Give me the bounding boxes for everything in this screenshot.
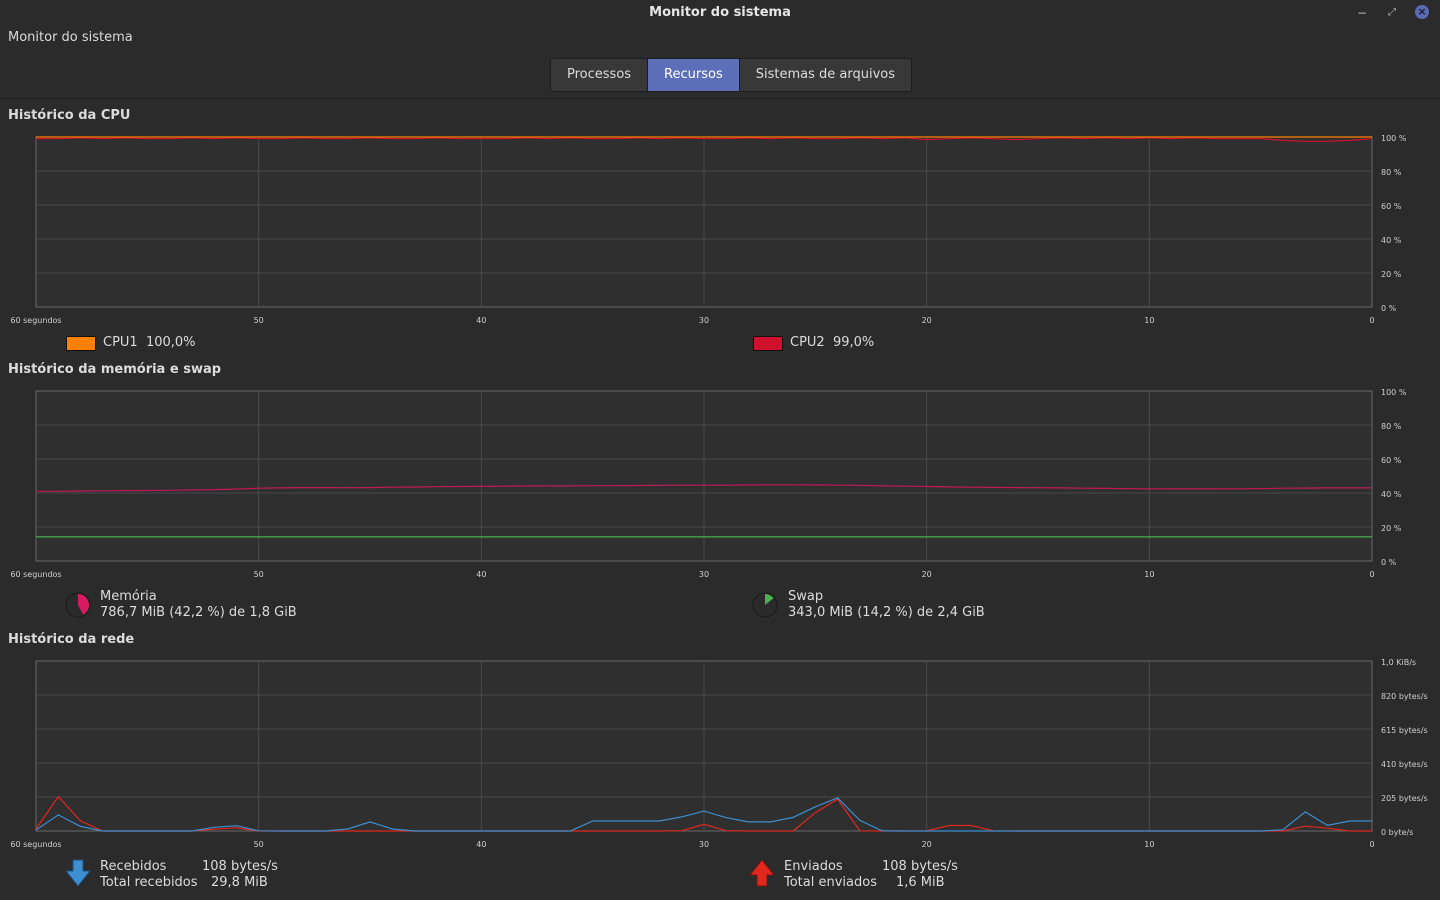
swap-label: Swap [788, 589, 824, 604]
upload-arrow-icon[interactable] [749, 859, 775, 887]
memory-y-tick-label: 80 % [1381, 422, 1402, 431]
network-x-tick-label: 50 [254, 840, 264, 849]
received-rate: 108 bytes/s [202, 859, 278, 874]
cpu-history-graph: 100 % 80 % 60 % 40 % 20 % 0 % 60 segundos 50 40 3… [10, 134, 1407, 325]
memory-y-tick-label: 20 % [1381, 524, 1402, 533]
title-bar: Monitor do sistema − ⤢ × [0, 0, 1440, 26]
memory-y-tick-label: 100 % [1381, 388, 1407, 397]
memory-y-tick-label: 60 % [1381, 456, 1402, 465]
network-y-tick-label: 410 bytes/s [1381, 760, 1428, 769]
cpu-x-tick-label: 0 [1369, 316, 1374, 325]
network-y-tick-label: 820 bytes/s [1381, 692, 1428, 701]
close-button[interactable]: × [1415, 5, 1429, 19]
cpu2-color-swatch[interactable] [753, 336, 783, 351]
minimize-button[interactable]: − [1356, 6, 1368, 20]
network-y-tick-label: 1,0 KiB/s [1381, 658, 1416, 667]
sent-rate: 108 bytes/s [882, 859, 958, 874]
cpu2-label: CPU2 [790, 335, 825, 350]
memory-label: Memória [100, 589, 157, 604]
total-sent: 1,6 MiB [896, 875, 945, 890]
memory-x-tick-label: 30 [699, 570, 709, 579]
cpu-x-tick-label: 40 [476, 316, 486, 325]
memory-x-tick-label: 50 [254, 570, 264, 579]
swap-pie-icon[interactable] [751, 591, 779, 619]
cpu-y-tick-label: 40 % [1381, 236, 1402, 245]
total-received: 29,8 MiB [211, 875, 268, 890]
divider [0, 98, 1440, 99]
memory-x-tick-label: 40 [476, 570, 486, 579]
memory-value: 786,7 MiB (42,2 %) de 1,8 GiB [100, 605, 297, 620]
maximize-button[interactable]: ⤢ [1388, 7, 1396, 18]
memory-pie-slice [78, 594, 90, 615]
memory-x-tick-label: 20 [922, 570, 932, 579]
cpu1-color-swatch[interactable] [66, 336, 96, 351]
swap-value: 343,0 MiB (14,2 %) de 2,4 GiB [788, 605, 985, 620]
received-label: Recebidos [100, 859, 167, 874]
cpu-section-title: Histórico da CPU [8, 108, 131, 123]
cpu-y-tick-label: 0 % [1381, 304, 1397, 313]
total-received-label: Total recebidos [100, 875, 198, 890]
total-sent-label: Total enviados [784, 875, 877, 890]
cpu2-series-line [36, 137, 1373, 142]
cpu-x-tick-label: 60 segundos [10, 316, 61, 325]
network-y-tick-label: 0 byte/s [1381, 828, 1413, 837]
memory-x-tick-label: 0 [1369, 570, 1374, 579]
network-x-tick-label: 40 [476, 840, 486, 849]
network-section-title: Histórico da rede [8, 632, 135, 647]
window-title: Monitor do sistema [649, 5, 791, 20]
tab-recursos[interactable]: Recursos [648, 59, 740, 91]
memory-y-tick-label: 0 % [1381, 558, 1397, 567]
network-y-tick-label: 205 bytes/s [1381, 794, 1428, 803]
cpu-y-tick-label: 80 % [1381, 168, 1402, 177]
memory-section-title: Histórico da memória e swap [8, 362, 222, 377]
cpu2-value: 99,0% [832, 335, 875, 350]
app-subtitle: Monitor do sistema [8, 30, 133, 45]
tab-processos[interactable]: Processos [551, 59, 649, 91]
cpu-x-tick-label: 10 [1144, 316, 1154, 325]
sent-label: Enviados [784, 859, 843, 874]
network-y-tick-label: 615 bytes/s [1381, 726, 1428, 735]
memory-y-tick-label: 40 % [1381, 490, 1402, 499]
cpu1-label: CPU1 [103, 335, 138, 350]
memory-series-line [36, 484, 1372, 492]
cpu-x-tick-label: 30 [699, 316, 709, 325]
memory-history-graph: 100 % 80 % 60 % 40 % 20 % 0 % 60 segundos 50 40 3… [10, 388, 1407, 579]
tab-bar: Processos Recursos Sistemas de arquivos [550, 58, 912, 92]
memory-pie-icon[interactable] [64, 591, 92, 619]
received-series-line [35, 797, 1372, 832]
download-arrow-icon[interactable] [65, 859, 91, 887]
swap-pie-slice [765, 594, 774, 605]
network-x-tick-label: 10 [1144, 840, 1154, 849]
network-x-tick-label: 30 [699, 840, 709, 849]
cpu-x-tick-label: 50 [254, 316, 264, 325]
cpu-y-tick-label: 60 % [1381, 202, 1402, 211]
cpu-x-tick-label: 20 [922, 316, 932, 325]
network-x-tick-label: 60 segundos [10, 840, 61, 849]
network-history-graph: 1,0 KiB/s 820 bytes/s 615 bytes/s 410 bytes… [10, 658, 1428, 849]
cpu1-value: 100,0% [145, 335, 196, 350]
network-x-tick-label: 20 [922, 840, 932, 849]
cpu-y-tick-label: 20 % [1381, 270, 1402, 279]
cpu-y-tick-label: 100 % [1381, 134, 1407, 143]
network-x-tick-label: 0 [1369, 840, 1374, 849]
tab-sistemas-de-arquivos[interactable]: Sistemas de arquivos [739, 59, 911, 91]
memory-x-tick-label: 10 [1144, 570, 1154, 579]
memory-x-tick-label: 60 segundos [10, 570, 61, 579]
